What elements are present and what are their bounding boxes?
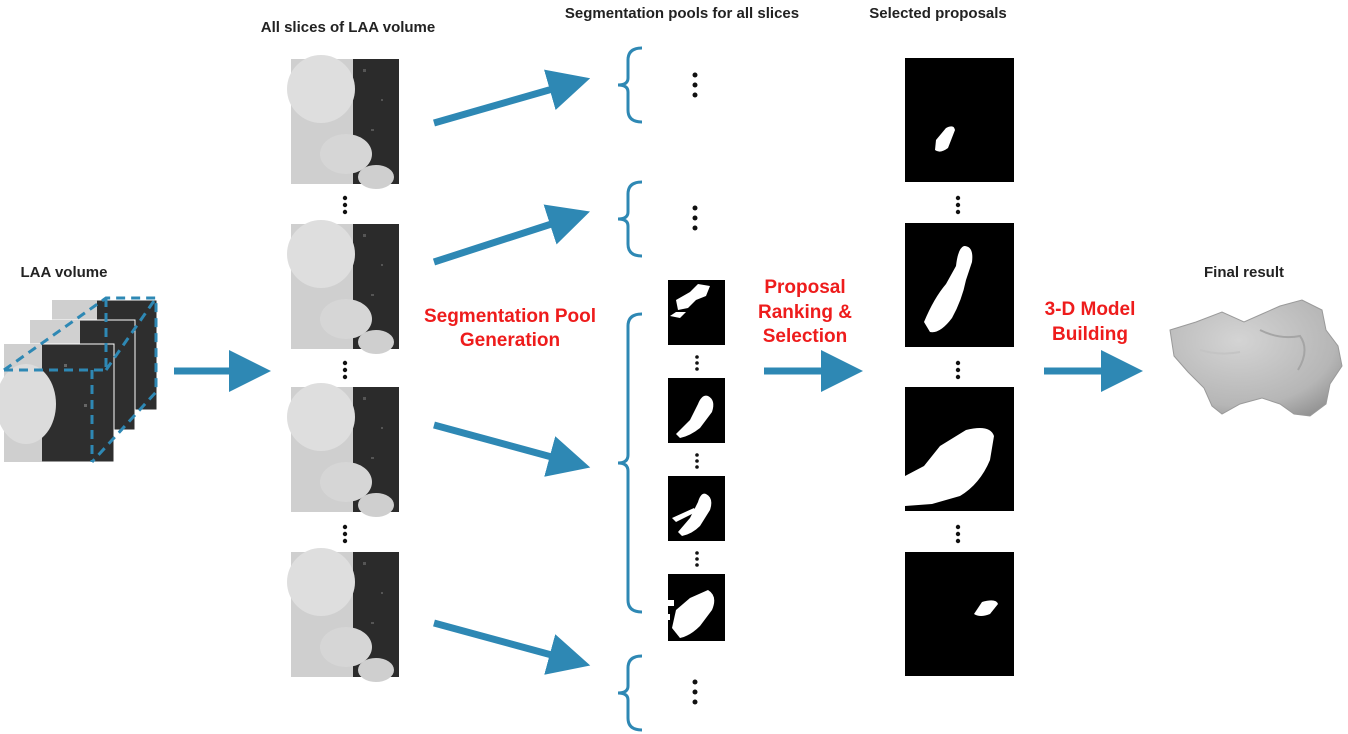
ct-slice-4	[287, 548, 399, 682]
pool-mask-4	[664, 574, 725, 641]
selected-mask-1	[905, 58, 1014, 182]
step-ranking-selection-label: Proposal Ranking & Selection	[758, 277, 852, 348]
selected-mask-4	[905, 552, 1014, 676]
selected-proposals-label: Selected proposals	[869, 5, 1007, 22]
selected-mask-3	[905, 387, 1014, 511]
3d-model-icon	[1169, 299, 1343, 417]
step-pool-generation-label: Segmentation Pool Generation	[423, 306, 597, 351]
segmentation-pools-label: Segmentation pools for all slices	[565, 5, 799, 22]
ct-slice-2	[287, 220, 399, 354]
laa-volume-label: LAA volume	[21, 264, 108, 281]
slice-ellipsis-icons	[342, 195, 348, 544]
pool-brackets	[617, 46, 643, 732]
pool-mask-2	[668, 378, 725, 443]
pool-mask-3	[668, 476, 725, 541]
ct-slice-1	[287, 55, 399, 189]
final-result-label: Final result	[1204, 264, 1284, 281]
laa-volume-icon	[0, 296, 158, 464]
pool-ellipsis-icons	[692, 72, 699, 705]
selected-mask-2	[905, 223, 1014, 347]
slice-to-pool-arrows	[432, 69, 591, 675]
selected-ellipsis-icons	[955, 195, 961, 544]
step-model-building-label: 3-D Model Building	[1044, 299, 1136, 345]
ct-slice-3	[287, 383, 399, 517]
pool-mask-1	[668, 280, 725, 345]
all-slices-label: All slices of LAA volume	[261, 19, 436, 36]
